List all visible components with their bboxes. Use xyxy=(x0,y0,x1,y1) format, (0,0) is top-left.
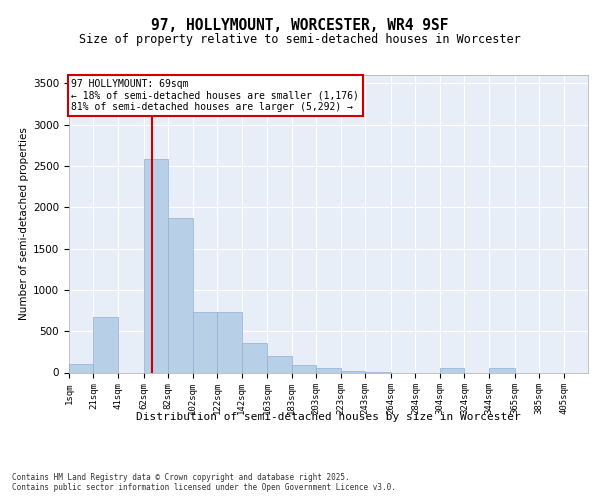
Bar xyxy=(94,317,118,372)
Text: Size of property relative to semi-detached houses in Worcester: Size of property relative to semi-detach… xyxy=(79,32,521,46)
Bar xyxy=(489,368,515,372)
Bar xyxy=(193,312,217,372)
Text: Distribution of semi-detached houses by size in Worcester: Distribution of semi-detached houses by … xyxy=(136,412,521,422)
Bar xyxy=(143,160,168,372)
Text: 97, HOLLYMOUNT, WORCESTER, WR4 9SF: 97, HOLLYMOUNT, WORCESTER, WR4 9SF xyxy=(151,18,449,32)
Bar xyxy=(440,368,464,372)
Bar xyxy=(341,371,365,372)
Bar xyxy=(316,368,341,372)
Bar xyxy=(242,343,267,372)
Bar xyxy=(292,365,316,372)
Bar xyxy=(267,356,292,372)
Bar xyxy=(168,218,193,372)
Bar xyxy=(69,364,94,372)
Bar xyxy=(217,312,242,372)
Y-axis label: Number of semi-detached properties: Number of semi-detached properties xyxy=(19,128,29,320)
Text: Contains HM Land Registry data © Crown copyright and database right 2025.
Contai: Contains HM Land Registry data © Crown c… xyxy=(12,472,396,492)
Text: 97 HOLLYMOUNT: 69sqm
← 18% of semi-detached houses are smaller (1,176)
81% of se: 97 HOLLYMOUNT: 69sqm ← 18% of semi-detac… xyxy=(71,79,359,112)
